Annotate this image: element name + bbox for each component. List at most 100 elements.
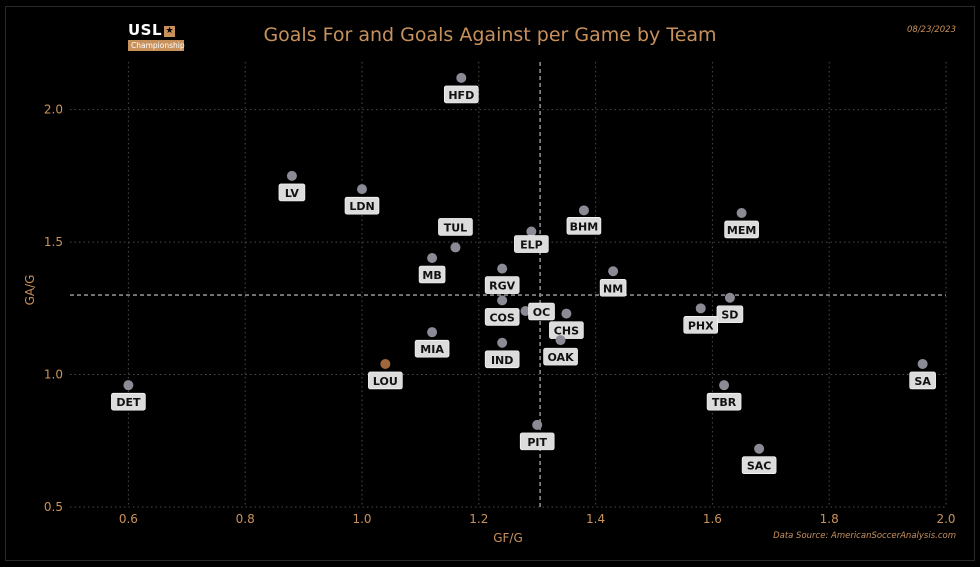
team-label-box <box>111 392 146 411</box>
point-lou: LOU <box>368 358 403 390</box>
team-label-box <box>514 235 549 253</box>
data-point-marker <box>497 263 508 274</box>
team-label-box <box>683 316 719 334</box>
data-point-marker <box>450 242 461 253</box>
point-mb: MB <box>418 253 446 284</box>
team-label: TUL <box>444 221 467 234</box>
point-pit: PIT <box>519 419 555 451</box>
y-tick-label: 0.5 <box>44 500 63 514</box>
team-label-box <box>566 217 602 235</box>
point-oc: OC <box>520 302 555 321</box>
usl-championship-logo: USL ★ Championship <box>128 20 185 54</box>
team-label: MIA <box>420 343 444 356</box>
data-point-marker <box>719 380 730 391</box>
team-label: COS <box>489 311 514 324</box>
team-label: HFD <box>448 89 474 102</box>
team-label-box <box>368 371 403 390</box>
team-label-box <box>706 392 742 411</box>
team-label: PHX <box>688 319 714 332</box>
data-point-marker <box>427 253 438 264</box>
point-mia: MIA <box>414 327 450 358</box>
data-point-marker <box>123 380 134 391</box>
data-point-marker <box>754 443 765 454</box>
team-label: MB <box>422 269 441 282</box>
point-lv: LV <box>278 170 306 202</box>
y-tick-label: 1.0 <box>44 368 63 382</box>
point-elp: ELP <box>514 226 549 253</box>
point-sac: SAC <box>741 443 777 475</box>
team-label: SAC <box>747 460 772 473</box>
team-label: ELP <box>520 239 543 252</box>
x-tick-label: 1.6 <box>703 512 722 526</box>
data-point-marker <box>456 72 467 83</box>
data-point-marker <box>497 295 508 306</box>
team-label-box <box>528 302 555 321</box>
data-point-marker <box>578 205 589 216</box>
grid <box>70 62 947 508</box>
data-point-marker <box>724 292 735 303</box>
data-points: HFD LV LDN BHM MEM ELP TUL MB RGV NM SD COS PHX OC CHS… <box>111 72 936 475</box>
point-tul: TUL <box>438 218 473 253</box>
data-point-marker <box>380 358 391 369</box>
x-tick-label: 1.4 <box>586 512 605 526</box>
x-tick-label: 1.2 <box>469 512 488 526</box>
team-label: SA <box>914 375 931 388</box>
team-label: RGV <box>489 280 515 293</box>
team-label-box <box>418 265 446 284</box>
team-label-box <box>716 305 744 324</box>
team-label: MEM <box>727 224 756 237</box>
data-point-marker <box>532 419 543 430</box>
point-ldn: LDN <box>344 184 380 215</box>
team-label-box <box>543 347 578 366</box>
point-bhm: BHM <box>566 205 602 235</box>
chart-title: Goals For and Goals Against per Game by … <box>263 24 717 46</box>
point-tbr: TBR <box>706 380 742 411</box>
team-label-box <box>484 350 520 369</box>
team-label-box <box>549 321 584 339</box>
x-tick-label: 0.6 <box>119 512 138 526</box>
x-tick-label: 1.8 <box>820 512 839 526</box>
y-axis-label: GA/G <box>23 275 37 306</box>
team-label-box <box>741 456 777 475</box>
point-chs: CHS <box>549 308 584 339</box>
x-axis-label: GF/G <box>493 531 523 545</box>
team-label-box <box>484 308 520 326</box>
data-source: Data Source: AmericanSoccerAnalysis.com <box>773 531 956 541</box>
team-label: IND <box>491 354 513 367</box>
team-label: TBR <box>712 396 737 409</box>
team-label-box <box>599 278 627 297</box>
tick-labels: 0.6 0.8 1.0 1.2 1.4 1.6 1.8 2.0 0.5 1.0 1.5 2.0 <box>44 103 956 526</box>
data-point-marker <box>736 207 747 218</box>
point-phx: PHX <box>683 303 719 334</box>
data-point-marker <box>608 266 619 277</box>
x-tick-label: 1.0 <box>352 512 371 526</box>
team-label-box <box>438 218 473 236</box>
data-point-marker <box>917 358 928 369</box>
team-label: LDN <box>349 200 374 213</box>
point-cos: COS <box>484 295 520 326</box>
team-label-box <box>414 339 450 358</box>
point-det: DET <box>111 380 146 411</box>
data-point-marker <box>427 327 438 338</box>
team-label-box <box>344 196 380 215</box>
team-label-box <box>909 371 936 390</box>
data-point-marker <box>520 305 531 316</box>
point-hfd: HFD <box>443 72 479 104</box>
y-tick-label: 1.5 <box>44 235 63 249</box>
team-label-box <box>519 432 555 451</box>
x-tick-label: 0.8 <box>236 512 255 526</box>
point-nm: NM <box>599 266 627 297</box>
team-label: BHM <box>570 220 599 233</box>
team-label: DET <box>116 396 141 409</box>
point-ind: IND <box>484 337 520 369</box>
data-point-marker <box>357 184 367 195</box>
logo-subtitle: Championship <box>128 40 185 51</box>
data-point-marker <box>526 226 537 237</box>
data-point-marker <box>497 337 508 348</box>
team-label: OC <box>533 306 550 319</box>
team-label: SD <box>721 309 738 322</box>
team-label-box <box>724 220 759 239</box>
x-tick-label: 2.0 <box>936 512 955 526</box>
chart-frame <box>5 6 975 561</box>
